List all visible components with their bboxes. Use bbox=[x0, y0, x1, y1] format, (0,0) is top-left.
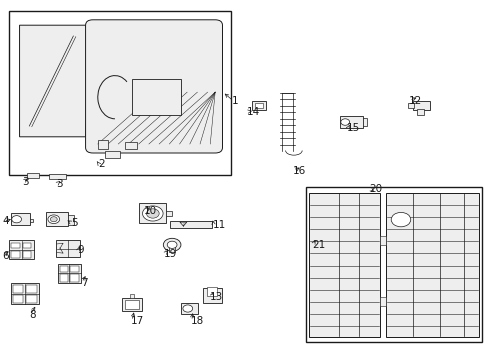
Bar bbox=[70, 274, 79, 282]
Bar bbox=[339, 116, 363, 128]
Bar bbox=[13, 295, 23, 303]
Circle shape bbox=[167, 241, 177, 248]
Bar bbox=[30, 219, 33, 222]
Bar bbox=[11, 213, 30, 225]
Bar bbox=[407, 103, 413, 108]
Bar bbox=[308, 193, 379, 337]
Bar bbox=[26, 285, 37, 293]
Polygon shape bbox=[20, 25, 90, 137]
Bar bbox=[68, 215, 74, 225]
Text: 13: 13 bbox=[210, 292, 223, 302]
Circle shape bbox=[146, 209, 159, 218]
Text: 14: 14 bbox=[246, 107, 260, 117]
Bar bbox=[27, 173, 39, 178]
Text: 7: 7 bbox=[81, 278, 87, 288]
Text: 5: 5 bbox=[71, 218, 78, 228]
Bar bbox=[98, 140, 107, 149]
Bar bbox=[412, 101, 429, 110]
Bar bbox=[11, 251, 20, 258]
Text: 16: 16 bbox=[292, 166, 305, 176]
Bar bbox=[305, 187, 481, 342]
Bar bbox=[49, 174, 66, 179]
Bar bbox=[46, 212, 68, 226]
Bar bbox=[11, 283, 39, 304]
Bar bbox=[70, 266, 79, 272]
Text: 9: 9 bbox=[77, 245, 84, 255]
Text: 1: 1 bbox=[232, 96, 239, 106]
Bar bbox=[9, 240, 34, 259]
Text: 11: 11 bbox=[212, 220, 225, 230]
Bar bbox=[105, 151, 120, 158]
Text: 3: 3 bbox=[22, 177, 29, 187]
Bar bbox=[122, 298, 142, 311]
Bar bbox=[125, 300, 139, 309]
Bar bbox=[26, 295, 37, 303]
Text: 12: 12 bbox=[407, 96, 421, 106]
Bar bbox=[181, 303, 198, 314]
Text: 6: 6 bbox=[2, 251, 9, 261]
Bar bbox=[139, 203, 166, 223]
Text: 18: 18 bbox=[190, 316, 203, 326]
Bar bbox=[203, 288, 221, 303]
Bar bbox=[170, 221, 211, 228]
Circle shape bbox=[183, 305, 192, 312]
Text: 4: 4 bbox=[2, 216, 9, 226]
FancyBboxPatch shape bbox=[85, 20, 222, 153]
Bar bbox=[251, 101, 265, 110]
Bar bbox=[11, 243, 20, 248]
Bar bbox=[386, 193, 478, 337]
Text: 15: 15 bbox=[346, 123, 360, 133]
Bar bbox=[132, 79, 181, 115]
Bar bbox=[23, 251, 31, 258]
Bar bbox=[169, 244, 175, 252]
Bar bbox=[23, 243, 31, 248]
Bar bbox=[379, 236, 385, 245]
Text: 2: 2 bbox=[98, 159, 104, 169]
Text: 3: 3 bbox=[56, 179, 63, 189]
Bar bbox=[207, 287, 217, 296]
Text: 21: 21 bbox=[311, 240, 325, 250]
Circle shape bbox=[12, 216, 21, 223]
Text: 17: 17 bbox=[131, 316, 144, 326]
Text: 10: 10 bbox=[144, 206, 157, 216]
Bar bbox=[379, 297, 385, 306]
Bar bbox=[363, 118, 366, 126]
Bar bbox=[129, 294, 134, 298]
Bar bbox=[9, 11, 231, 175]
Bar bbox=[60, 266, 68, 272]
Bar bbox=[166, 211, 172, 216]
Bar bbox=[416, 109, 423, 115]
Bar bbox=[60, 274, 68, 282]
Text: 8: 8 bbox=[29, 310, 36, 320]
Bar bbox=[56, 240, 80, 257]
Bar bbox=[13, 285, 23, 293]
Bar bbox=[58, 264, 81, 283]
Circle shape bbox=[50, 217, 57, 222]
Circle shape bbox=[340, 119, 349, 125]
Circle shape bbox=[142, 206, 163, 221]
Circle shape bbox=[390, 212, 410, 227]
Bar bbox=[254, 103, 262, 108]
Bar bbox=[124, 142, 137, 149]
Circle shape bbox=[163, 238, 181, 251]
Circle shape bbox=[48, 215, 60, 224]
Text: 19: 19 bbox=[163, 249, 177, 259]
Text: 20: 20 bbox=[368, 184, 382, 194]
